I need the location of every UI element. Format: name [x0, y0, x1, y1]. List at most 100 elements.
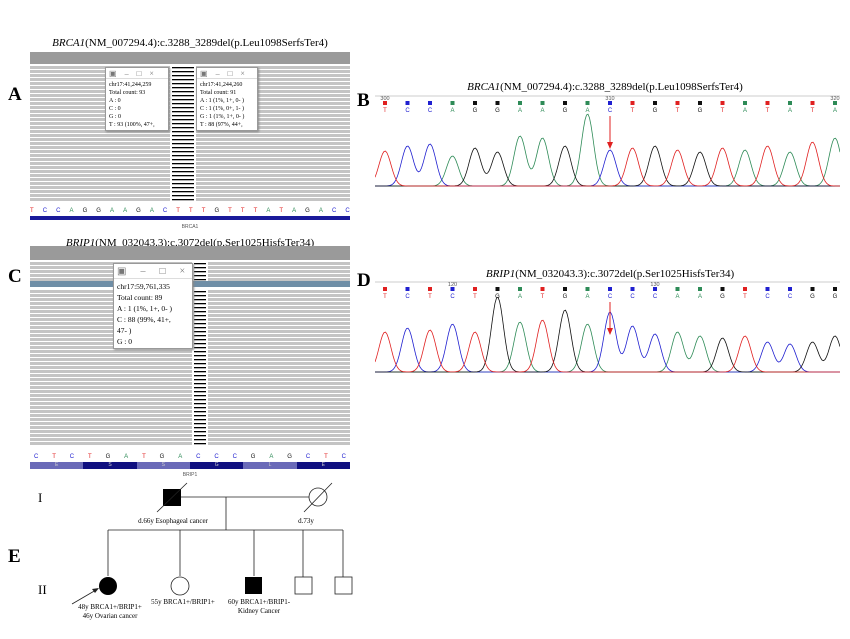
base-quality-marker: [450, 287, 455, 291]
base-call: C: [608, 108, 613, 114]
reference-base: A: [110, 208, 115, 214]
panel-label-b: B: [357, 90, 370, 111]
base-call: A: [833, 108, 837, 114]
deletion-mark: [194, 423, 206, 425]
maximize-icon[interactable]: □: [159, 265, 166, 277]
brother-symbol: [294, 576, 313, 595]
base-call: C: [653, 294, 658, 300]
deletion-mark: [194, 391, 206, 393]
read: [30, 398, 350, 401]
base-call: C: [765, 294, 770, 300]
read: [30, 390, 350, 393]
base-quality-marker: [698, 101, 702, 105]
base-quality-marker: [698, 287, 702, 291]
minimize-icon[interactable]: –: [124, 68, 129, 78]
position-tick: 120: [448, 282, 457, 288]
minimize-icon[interactable]: –: [215, 68, 220, 78]
popup-line: A : 1 (1%, 1+, 0- ): [200, 98, 245, 104]
read: [30, 418, 350, 421]
base-call: T: [541, 294, 545, 300]
deletion-mark: [172, 71, 194, 73]
base-quality-marker: [383, 101, 387, 105]
reference-base: G: [159, 454, 165, 460]
base-quality-marker: [428, 101, 432, 105]
close-icon[interactable]: ×: [179, 265, 186, 277]
deletion-mark: [194, 375, 206, 377]
minimize-icon[interactable]: –: [140, 265, 146, 277]
igv-popup-a1[interactable]: ▣ – □ × chr17:41,244,259 Total count: 93 A : …: [105, 67, 169, 131]
base-quality-marker: [495, 101, 500, 105]
brother-symbol: [334, 576, 353, 595]
popup-line: A : 0: [109, 98, 121, 104]
close-icon[interactable]: ×: [149, 68, 154, 78]
igv-popup-c[interactable]: ▣ – □ × chr17:59,761,335 Total count: 89 A : …: [113, 263, 193, 349]
deletion-mark: [172, 179, 194, 181]
deletion-mark: [172, 107, 194, 109]
popup-line: 47- ): [117, 326, 132, 335]
reference-base: C: [162, 208, 168, 214]
deletion-mark: [172, 87, 194, 89]
reference-base: A: [318, 208, 323, 214]
gene-name-a: BRCA1: [181, 224, 199, 230]
deletion-mark: [172, 191, 194, 193]
base-quality-marker: [540, 287, 545, 291]
deletion-mark: [194, 295, 206, 297]
position-tick: 300: [380, 96, 389, 102]
base-quality-marker: [473, 287, 477, 291]
base-call: A: [585, 108, 589, 114]
maximize-icon[interactable]: □: [136, 68, 142, 78]
popup-line: Total count: 89: [117, 293, 163, 302]
popup-locus: chr17:41,244,259: [109, 82, 152, 88]
base-call: A: [675, 294, 679, 300]
base-call: T: [811, 108, 815, 114]
base-quality-marker: [585, 287, 590, 291]
base-quality-marker: [720, 101, 725, 105]
deletion-mark: [172, 67, 194, 69]
deletion-mark: [172, 139, 194, 141]
base-call: T: [743, 294, 747, 300]
close-icon[interactable]: ×: [240, 68, 245, 78]
read: [30, 414, 350, 417]
base-call: T: [631, 108, 635, 114]
base-quality-marker: [405, 101, 410, 105]
base-call: A: [788, 108, 792, 114]
deletion-mark: [172, 151, 194, 153]
deletion-mark: [194, 387, 206, 389]
deletion-mark: [194, 359, 206, 361]
base-call: T: [383, 108, 387, 114]
read: [30, 362, 350, 365]
pedigree: [71, 482, 353, 605]
deletion-mark: [172, 159, 194, 161]
maximize-icon[interactable]: □: [227, 68, 233, 78]
trace-T: [375, 319, 840, 373]
base-call: A: [743, 108, 747, 114]
deletion-mark: [194, 271, 206, 273]
base-call: T: [383, 294, 387, 300]
base-call: T: [766, 108, 770, 114]
reference-base: G: [305, 208, 310, 214]
igv-popup-a2[interactable]: ▣ – □ × chr17:41,244,260 Total count: 91 A : …: [196, 67, 258, 131]
amino-acid: L: [243, 462, 297, 469]
base-quality-marker: [630, 287, 635, 291]
reference-base: C: [305, 454, 311, 460]
base-quality-marker: [675, 287, 680, 291]
base-call: T: [676, 108, 680, 114]
base-call: C: [630, 294, 635, 300]
read: [30, 350, 350, 353]
reference-base: C: [331, 208, 337, 214]
popup-line: C : 88 (99%, 41+,: [117, 315, 171, 324]
base-quality-marker: [383, 287, 387, 291]
deletion-mark: [172, 75, 194, 77]
deletion-mark: [194, 379, 206, 381]
popup-line: A : 1 (1%, 1+, 0- ): [117, 304, 173, 313]
igv-icon: ▣: [117, 265, 127, 277]
read: [30, 354, 350, 357]
base-quality-marker: [518, 101, 522, 105]
reference-base: T: [176, 208, 180, 214]
reference-base: T: [279, 208, 284, 214]
base-call: G: [563, 294, 568, 300]
deletion-mark: [172, 167, 194, 169]
panel-label-c: C: [8, 266, 22, 287]
